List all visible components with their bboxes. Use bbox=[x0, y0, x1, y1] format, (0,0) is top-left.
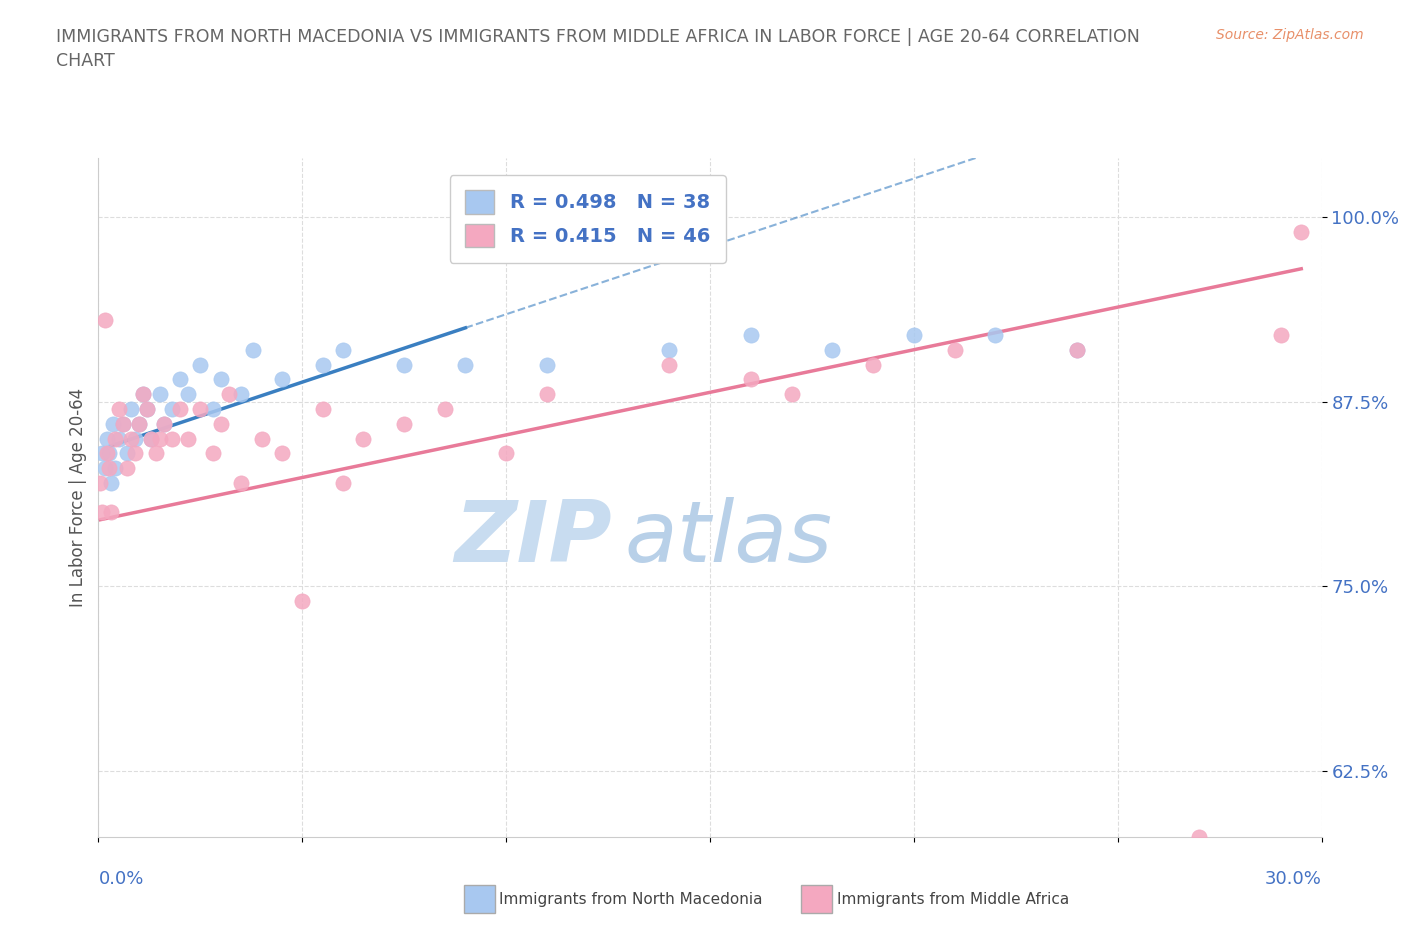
Point bbox=[1291, 224, 1313, 239]
Text: Immigrants from Middle Africa: Immigrants from Middle Africa bbox=[837, 892, 1069, 907]
Point bbox=[943, 342, 966, 357]
Point bbox=[128, 417, 150, 432]
Point bbox=[96, 432, 118, 446]
Point bbox=[100, 505, 122, 520]
Point bbox=[392, 417, 416, 432]
Point bbox=[536, 357, 558, 372]
Point bbox=[115, 445, 138, 460]
Text: ZIP: ZIP bbox=[454, 497, 612, 579]
Point bbox=[209, 372, 232, 387]
Text: atlas: atlas bbox=[624, 497, 832, 579]
Point bbox=[91, 505, 114, 520]
Point bbox=[136, 402, 159, 417]
Text: 0.0%: 0.0% bbox=[98, 870, 143, 887]
Point bbox=[120, 432, 142, 446]
Point bbox=[291, 593, 314, 608]
Point bbox=[160, 432, 183, 446]
Point bbox=[136, 402, 159, 417]
Text: Source: ZipAtlas.com: Source: ZipAtlas.com bbox=[1216, 28, 1364, 42]
Point bbox=[124, 445, 146, 460]
Point bbox=[658, 342, 681, 357]
Point bbox=[201, 445, 224, 460]
Point bbox=[312, 402, 335, 417]
Point bbox=[124, 432, 146, 446]
Point bbox=[250, 432, 273, 446]
Point bbox=[495, 445, 517, 460]
Point bbox=[96, 445, 118, 460]
Point bbox=[93, 313, 115, 328]
Point bbox=[101, 417, 124, 432]
Point bbox=[104, 432, 127, 446]
Point bbox=[160, 402, 183, 417]
Point bbox=[270, 445, 294, 460]
Point bbox=[177, 432, 200, 446]
Point bbox=[145, 445, 167, 460]
Point bbox=[454, 357, 477, 372]
Point bbox=[141, 432, 163, 446]
Point bbox=[1066, 342, 1088, 357]
Point bbox=[231, 475, 253, 490]
Point bbox=[1066, 342, 1088, 357]
Point bbox=[780, 387, 803, 402]
Point bbox=[169, 402, 191, 417]
Point bbox=[111, 417, 134, 432]
Point bbox=[169, 372, 191, 387]
Point bbox=[120, 402, 142, 417]
Point bbox=[903, 327, 925, 342]
Point bbox=[984, 327, 1007, 342]
Text: 30.0%: 30.0% bbox=[1265, 870, 1322, 887]
Point bbox=[97, 445, 120, 460]
Point bbox=[89, 475, 111, 490]
Point bbox=[141, 432, 163, 446]
Point bbox=[218, 387, 240, 402]
Point bbox=[108, 402, 131, 417]
Point bbox=[188, 357, 212, 372]
Point bbox=[740, 372, 762, 387]
Point bbox=[242, 342, 264, 357]
Point bbox=[132, 387, 155, 402]
Point bbox=[108, 432, 131, 446]
Y-axis label: In Labor Force | Age 20-64: In Labor Force | Age 20-64 bbox=[69, 388, 87, 607]
Point bbox=[97, 460, 120, 475]
Text: IMMIGRANTS FROM NORTH MACEDONIA VS IMMIGRANTS FROM MIDDLE AFRICA IN LABOR FORCE : IMMIGRANTS FROM NORTH MACEDONIA VS IMMIG… bbox=[56, 28, 1140, 70]
Point bbox=[1188, 830, 1211, 844]
Point bbox=[332, 342, 354, 357]
Point bbox=[536, 387, 558, 402]
Point bbox=[658, 357, 681, 372]
Point bbox=[100, 475, 122, 490]
Legend: R = 0.498   N = 38, R = 0.415   N = 46: R = 0.498 N = 38, R = 0.415 N = 46 bbox=[450, 175, 725, 263]
Point bbox=[128, 417, 150, 432]
Text: Immigrants from North Macedonia: Immigrants from North Macedonia bbox=[499, 892, 762, 907]
Point bbox=[149, 432, 172, 446]
Point bbox=[132, 387, 155, 402]
Point bbox=[352, 432, 374, 446]
Point bbox=[862, 357, 884, 372]
Point bbox=[201, 402, 224, 417]
Point bbox=[392, 357, 416, 372]
Point bbox=[104, 460, 127, 475]
Point bbox=[188, 402, 212, 417]
Point bbox=[91, 445, 114, 460]
Point bbox=[152, 417, 174, 432]
Point bbox=[270, 372, 294, 387]
Point bbox=[821, 342, 844, 357]
Point bbox=[1270, 327, 1292, 342]
Point bbox=[152, 417, 174, 432]
Point bbox=[231, 387, 253, 402]
Point bbox=[93, 460, 115, 475]
Point bbox=[111, 417, 134, 432]
Point bbox=[177, 387, 200, 402]
Point bbox=[149, 387, 172, 402]
Point bbox=[332, 475, 354, 490]
Point bbox=[433, 402, 456, 417]
Point bbox=[115, 460, 138, 475]
Point bbox=[312, 357, 335, 372]
Point bbox=[209, 417, 232, 432]
Point bbox=[740, 327, 762, 342]
